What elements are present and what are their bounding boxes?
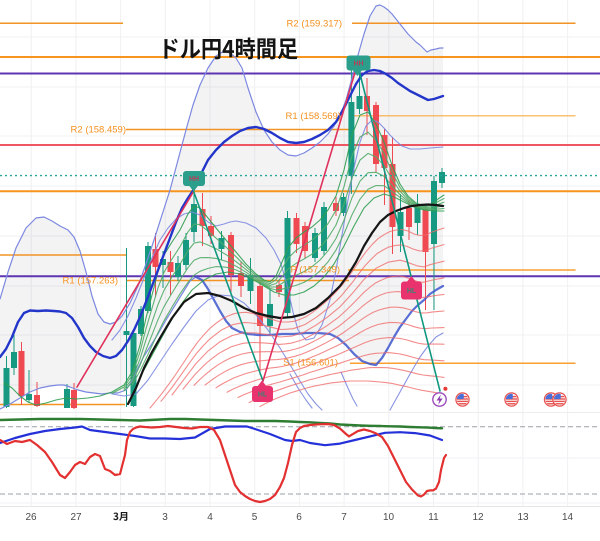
svg-text:HH: HH: [353, 60, 363, 67]
svg-text:27: 27: [70, 512, 82, 523]
svg-text:R1 (158.569): R1 (158.569): [286, 111, 341, 122]
svg-text:S1 (156.601): S1 (156.601): [283, 357, 338, 368]
svg-text:4: 4: [207, 512, 213, 523]
svg-text:13: 13: [517, 512, 529, 523]
svg-text:14: 14: [562, 512, 574, 523]
svg-text:5: 5: [252, 512, 258, 523]
svg-text:HH: HH: [189, 176, 199, 183]
svg-text:11: 11: [428, 512, 439, 523]
svg-text:R2 (159.317): R2 (159.317): [287, 19, 342, 30]
svg-text:P (157.349): P (157.349): [291, 264, 340, 275]
svg-text:R2 (158.459): R2 (158.459): [71, 125, 126, 136]
svg-text:7: 7: [341, 512, 347, 523]
svg-text:12: 12: [472, 512, 484, 523]
svg-text:3: 3: [162, 512, 168, 523]
svg-text:10: 10: [383, 512, 395, 523]
svg-text:26: 26: [25, 512, 37, 523]
svg-text:HL: HL: [407, 288, 417, 295]
svg-text:HL: HL: [258, 391, 268, 398]
svg-text:6: 6: [296, 512, 302, 523]
svg-text:R1 (157.263): R1 (157.263): [63, 276, 118, 287]
